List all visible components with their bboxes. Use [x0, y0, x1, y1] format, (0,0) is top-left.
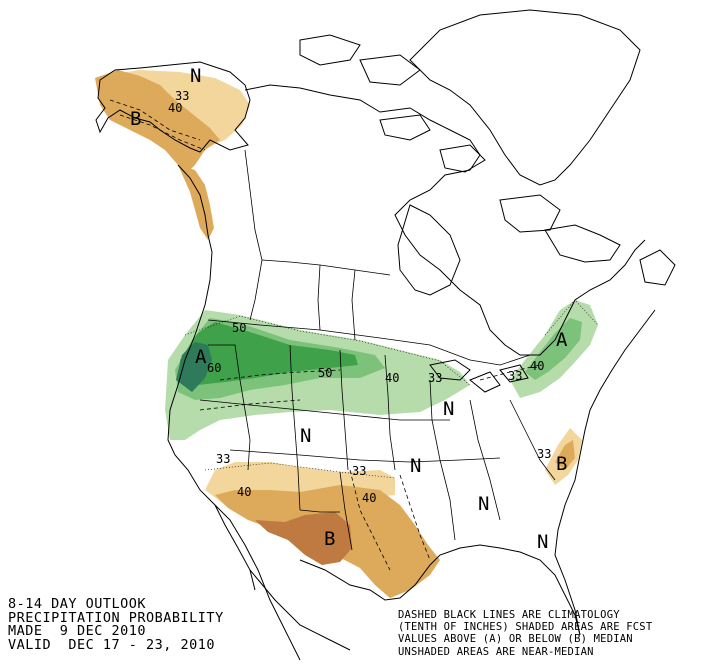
alaska-panhandle-below-area — [178, 165, 214, 240]
legend-notes: DASHED BLACK LINES ARE CLIMATOLOGY (TENTH… — [398, 609, 652, 658]
north-33-label: 33 — [428, 371, 442, 385]
atl-33-label: 33 — [537, 447, 551, 461]
climatology-lines — [109, 99, 541, 571]
central-n-label-1: N — [443, 398, 454, 420]
alaska-below-40-area — [95, 70, 220, 175]
nw-a-label: A — [195, 346, 207, 368]
ne-33-label: 33 — [508, 369, 522, 383]
map-labels: N 33 40 B 50 A 60 50 40 33 A 40 33 N N N… — [130, 65, 568, 553]
probability-contours — [184, 299, 599, 479]
legend-line-2: (TENTH OF INCHES) SHADED AREAS ARE FCST — [398, 621, 653, 634]
sw-40-label: 40 — [237, 485, 251, 499]
legend-line-3: VALUES ABOVE (A) OR BELOW (B) MEDIAN — [398, 633, 633, 646]
alaska-33-label: 33 — [175, 89, 189, 103]
se-n-label-2: N — [537, 531, 548, 553]
alaska-40-label: 40 — [168, 101, 182, 115]
legend-line-1: DASHED BLACK LINES ARE CLIMATOLOGY — [398, 609, 620, 621]
sw-33-label: 33 — [216, 452, 230, 466]
north-above-50-area — [180, 322, 358, 385]
coastlines — [95, 9, 676, 661]
nw-60-label: 60 — [207, 361, 221, 375]
outlook-title-block: 8-14 DAY OUTLOOK PRECIPITATION PROBABILIT… — [8, 596, 224, 653]
atl-b-label: B — [556, 453, 567, 475]
nw-above-60-area — [176, 342, 212, 392]
alaska-b-label: B — [130, 108, 141, 130]
legend-line-4: UNSHADED AREAS ARE NEAR-MEDIAN — [398, 645, 594, 658]
tx-b-label: B — [324, 528, 335, 550]
tx-33-label: 33 — [352, 464, 366, 478]
political-boundaries — [199, 149, 556, 551]
alaska-n-label: N — [190, 65, 201, 87]
north-50-label: 50 — [318, 366, 332, 380]
central-n-label-3: N — [410, 455, 421, 477]
ne-a-label: A — [556, 329, 568, 351]
nw-50-label: 50 — [232, 321, 246, 335]
valid-date-line: VALID DEC 17 - 23, 2010 — [8, 636, 216, 653]
north-40-label: 40 — [385, 371, 399, 385]
texas-below-50-area — [255, 512, 352, 565]
made-date-line: MADE 9 DEC 2010 — [8, 623, 147, 639]
atlantic-below-40-area — [555, 440, 575, 470]
ne-40-label: 40 — [530, 359, 544, 373]
central-n-label-2: N — [300, 425, 311, 447]
tx-40-label: 40 — [362, 491, 376, 505]
outlook-subtitle-line: PRECIPITATION PROBABILITY — [8, 609, 224, 626]
outlook-title-line: 8-14 DAY OUTLOOK — [8, 596, 147, 612]
northeast-above-40-area — [525, 318, 582, 380]
se-n-label-1: N — [478, 493, 489, 515]
